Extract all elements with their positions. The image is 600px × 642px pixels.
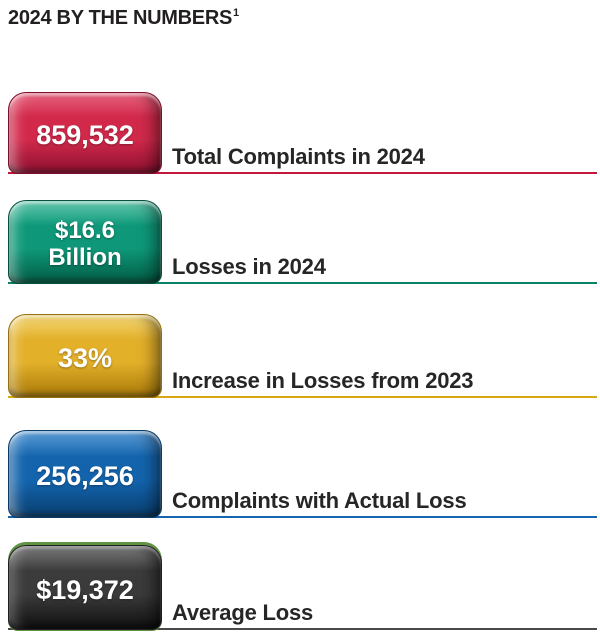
stat-value: 859,532 xyxy=(36,120,134,151)
stat-label: Complaints with Actual Loss xyxy=(172,488,467,513)
stat-value-line-1: $16.6 xyxy=(54,216,116,244)
stat-value-line-2: Billion xyxy=(48,243,122,271)
stat-underline xyxy=(8,516,597,518)
stat-value: 33% xyxy=(57,343,113,374)
stat-label: Average Loss xyxy=(172,600,314,625)
stat-underline xyxy=(8,172,597,174)
stat-value: $19,372 xyxy=(36,574,134,605)
stat-label: Losses in 2024 xyxy=(172,254,326,279)
stat-underline xyxy=(8,628,597,630)
page-title: 2024 BY THE NUMBERS1 xyxy=(8,7,239,30)
stat-pill-complaints-actual-loss: 256,256 xyxy=(8,430,162,518)
stat-row-total-complaints: 859,532 Total Complaints in 2024 xyxy=(8,92,597,174)
stat-value: 256,256 xyxy=(36,461,134,492)
stat-label: Total Complaints in 2024 xyxy=(172,144,425,169)
stat-row-losses: $16.6 Billion Losses in 2024 xyxy=(8,200,597,284)
footnote-marker: 1 xyxy=(233,7,239,20)
stat-underline xyxy=(8,282,597,284)
stat-row-average-loss: $19,372 Average Loss xyxy=(8,542,597,630)
stat-pill-losses: $16.6 Billion xyxy=(8,200,162,284)
stat-pill-total-complaints: 859,532 xyxy=(8,92,162,174)
page-title-text: 2024 BY THE NUMBERS xyxy=(8,7,232,29)
stat-underline xyxy=(8,396,597,398)
stat-pill-loss-increase: 33% xyxy=(8,314,162,398)
stat-label: Increase in Losses from 2023 xyxy=(172,368,474,393)
stat-row-complaints-actual-loss: 256,256 Complaints with Actual Loss xyxy=(8,430,597,518)
stat-pill-average-loss: $19,372 xyxy=(8,545,162,630)
stat-row-loss-increase: 33% Increase in Losses from 2023 xyxy=(8,314,597,398)
